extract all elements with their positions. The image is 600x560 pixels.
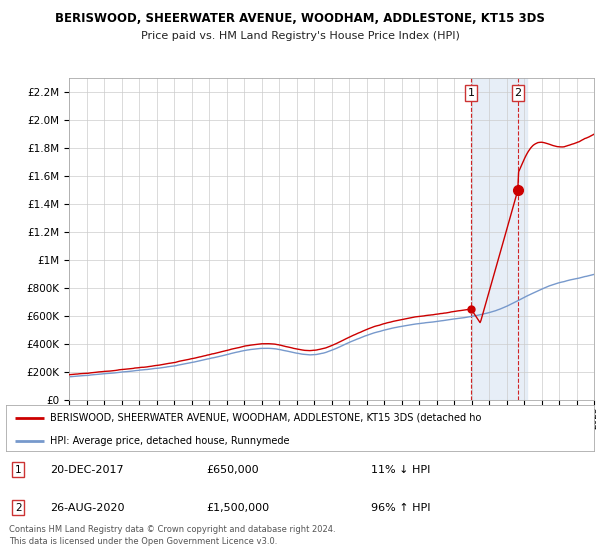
Text: 96% ↑ HPI: 96% ↑ HPI bbox=[371, 503, 430, 513]
Text: 1: 1 bbox=[467, 88, 475, 98]
Text: 11% ↓ HPI: 11% ↓ HPI bbox=[371, 465, 430, 475]
Text: 20-DEC-2017: 20-DEC-2017 bbox=[50, 465, 124, 475]
Text: 2: 2 bbox=[15, 503, 22, 513]
Text: 26-AUG-2020: 26-AUG-2020 bbox=[50, 503, 125, 513]
Text: £1,500,000: £1,500,000 bbox=[206, 503, 269, 513]
Text: BERISWOOD, SHEERWATER AVENUE, WOODHAM, ADDLESTONE, KT15 3DS (detached ho: BERISWOOD, SHEERWATER AVENUE, WOODHAM, A… bbox=[50, 413, 481, 423]
Text: BERISWOOD, SHEERWATER AVENUE, WOODHAM, ADDLESTONE, KT15 3DS: BERISWOOD, SHEERWATER AVENUE, WOODHAM, A… bbox=[55, 12, 545, 25]
Text: Price paid vs. HM Land Registry's House Price Index (HPI): Price paid vs. HM Land Registry's House … bbox=[140, 31, 460, 41]
Text: 2: 2 bbox=[514, 88, 521, 98]
Bar bbox=[471, 78, 527, 400]
Text: Contains HM Land Registry data © Crown copyright and database right 2024.
This d: Contains HM Land Registry data © Crown c… bbox=[9, 525, 335, 546]
Text: £650,000: £650,000 bbox=[206, 465, 259, 475]
Text: 1: 1 bbox=[15, 465, 22, 475]
Text: HPI: Average price, detached house, Runnymede: HPI: Average price, detached house, Runn… bbox=[50, 436, 290, 446]
